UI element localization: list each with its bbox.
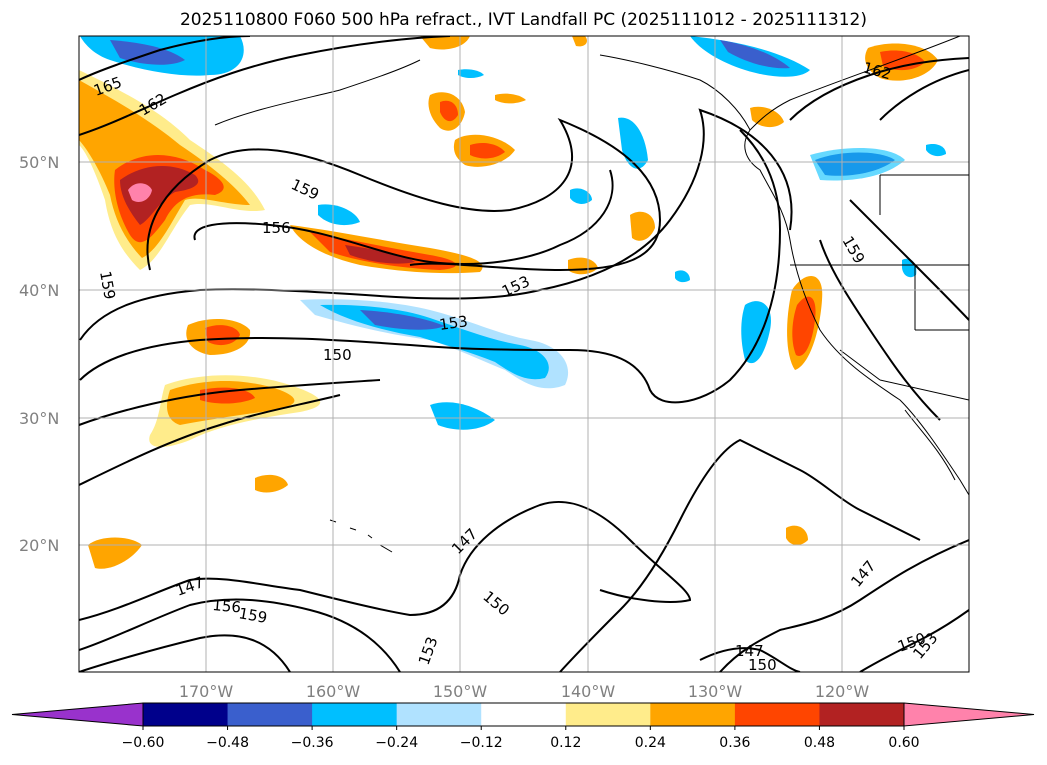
colorbar-tick-label: 0.36 [719, 735, 750, 751]
positive-anomaly-area [786, 525, 808, 546]
negative-anomaly-area [360, 310, 445, 330]
colorbar-segment [481, 703, 567, 726]
lon-label: 120°W [815, 682, 870, 701]
lat-label: 20°N [19, 536, 59, 555]
colorbar-extend-low [11, 702, 144, 727]
map-frame [78, 35, 970, 673]
negative-anomaly-area [318, 204, 360, 226]
colorbar-tick-label: −0.60 [122, 735, 165, 751]
colorbar-segment [396, 703, 482, 726]
negative-anomaly-area [720, 40, 790, 69]
contour-label: 150 [323, 346, 352, 364]
contour-label: 153 [438, 312, 469, 334]
colorbar-segment [734, 703, 820, 726]
contour-label: 156 [262, 219, 291, 237]
colorbar-tick-label: −0.12 [460, 735, 503, 751]
negative-anomaly-area [430, 402, 495, 430]
colorbar-tick-label: 0.60 [888, 735, 919, 751]
positive-anomaly-area [345, 245, 415, 264]
colorbar-frame [142, 702, 905, 727]
positive-anomaly-area [420, 36, 470, 50]
positive-anomaly-area [128, 183, 152, 202]
lat-label: 50°N [19, 153, 59, 172]
lon-label: 170°W [179, 682, 234, 701]
negative-anomaly-area [458, 69, 484, 78]
contour-label: 150 [748, 656, 777, 674]
positive-anomaly-area [495, 93, 526, 104]
latitude-labels: 50°N 40°N 30°N 20°N [19, 153, 59, 555]
positive-anomaly-area [255, 474, 288, 493]
positive-anomaly-area [440, 100, 458, 122]
positive-anomaly-area [200, 387, 255, 404]
positive-anomaly-area [470, 142, 505, 159]
contour-layer [79, 36, 969, 672]
negative-anomaly-area [675, 270, 690, 283]
colorbar-segment [312, 703, 398, 726]
colorbar-segment [143, 703, 229, 726]
negative-anomaly-area [926, 144, 946, 157]
map-title: 2025110800 F060 500 hPa refract., IVT La… [179, 10, 867, 30]
colorbar: −0.60 −0.48 −0.36 −0.24 −0.12 0.12 0.24 0.36 0.4… [11, 702, 1035, 751]
colorbar-tick-label: −0.48 [206, 735, 249, 751]
contour-label: 159 [237, 604, 268, 627]
graticule [79, 36, 969, 672]
colorbar-extend-high [903, 702, 1035, 727]
positive-anomaly-area [572, 36, 587, 47]
contour-label: 159 [96, 270, 119, 301]
positive-anomaly-area [792, 296, 816, 356]
colorbar-tick-label: −0.36 [291, 735, 334, 751]
contour-label: 156 [212, 596, 242, 616]
colorbar-segment [227, 703, 313, 726]
colorbar-segment [565, 703, 651, 726]
negative-anomaly-area [570, 188, 592, 204]
longitude-labels: 170°W 160°W 150°W 140°W 130°W 120°W [179, 682, 870, 701]
contour-label: 147 [735, 642, 764, 660]
positive-anomaly-area [880, 50, 925, 71]
lon-label: 150°W [433, 682, 488, 701]
colorbar-tick-label: −0.24 [375, 735, 418, 751]
negative-anomaly-area [810, 148, 905, 181]
lon-label: 130°W [688, 682, 743, 701]
lon-label: 160°W [306, 682, 361, 701]
colorbar-segment [650, 703, 736, 726]
colorbar-tick-label: 0.12 [550, 735, 581, 751]
lat-label: 40°N [19, 281, 59, 300]
colorbar-segment [819, 703, 905, 726]
colorbar-tick-label: 0.48 [804, 735, 835, 751]
positive-anomaly-area [120, 165, 199, 225]
colorbar-tick-label: 0.24 [635, 735, 666, 751]
coastline-layer [214, 36, 969, 553]
lat-label: 30°N [19, 409, 59, 428]
negative-anomaly-area [741, 301, 771, 364]
positive-anomaly-area [630, 211, 655, 241]
negative-anomaly-area [110, 40, 185, 65]
lon-label: 140°W [561, 682, 616, 701]
